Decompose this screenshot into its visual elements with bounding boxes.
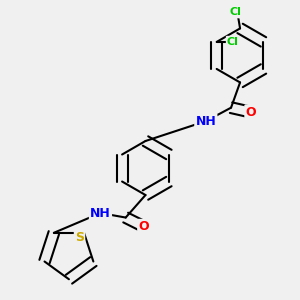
Text: NH: NH [90,206,111,220]
Text: O: O [246,106,256,119]
Text: Cl: Cl [230,7,242,17]
Text: O: O [138,220,149,233]
Text: Cl: Cl [227,37,239,47]
Text: S: S [75,231,84,244]
Text: NH: NH [196,115,216,128]
